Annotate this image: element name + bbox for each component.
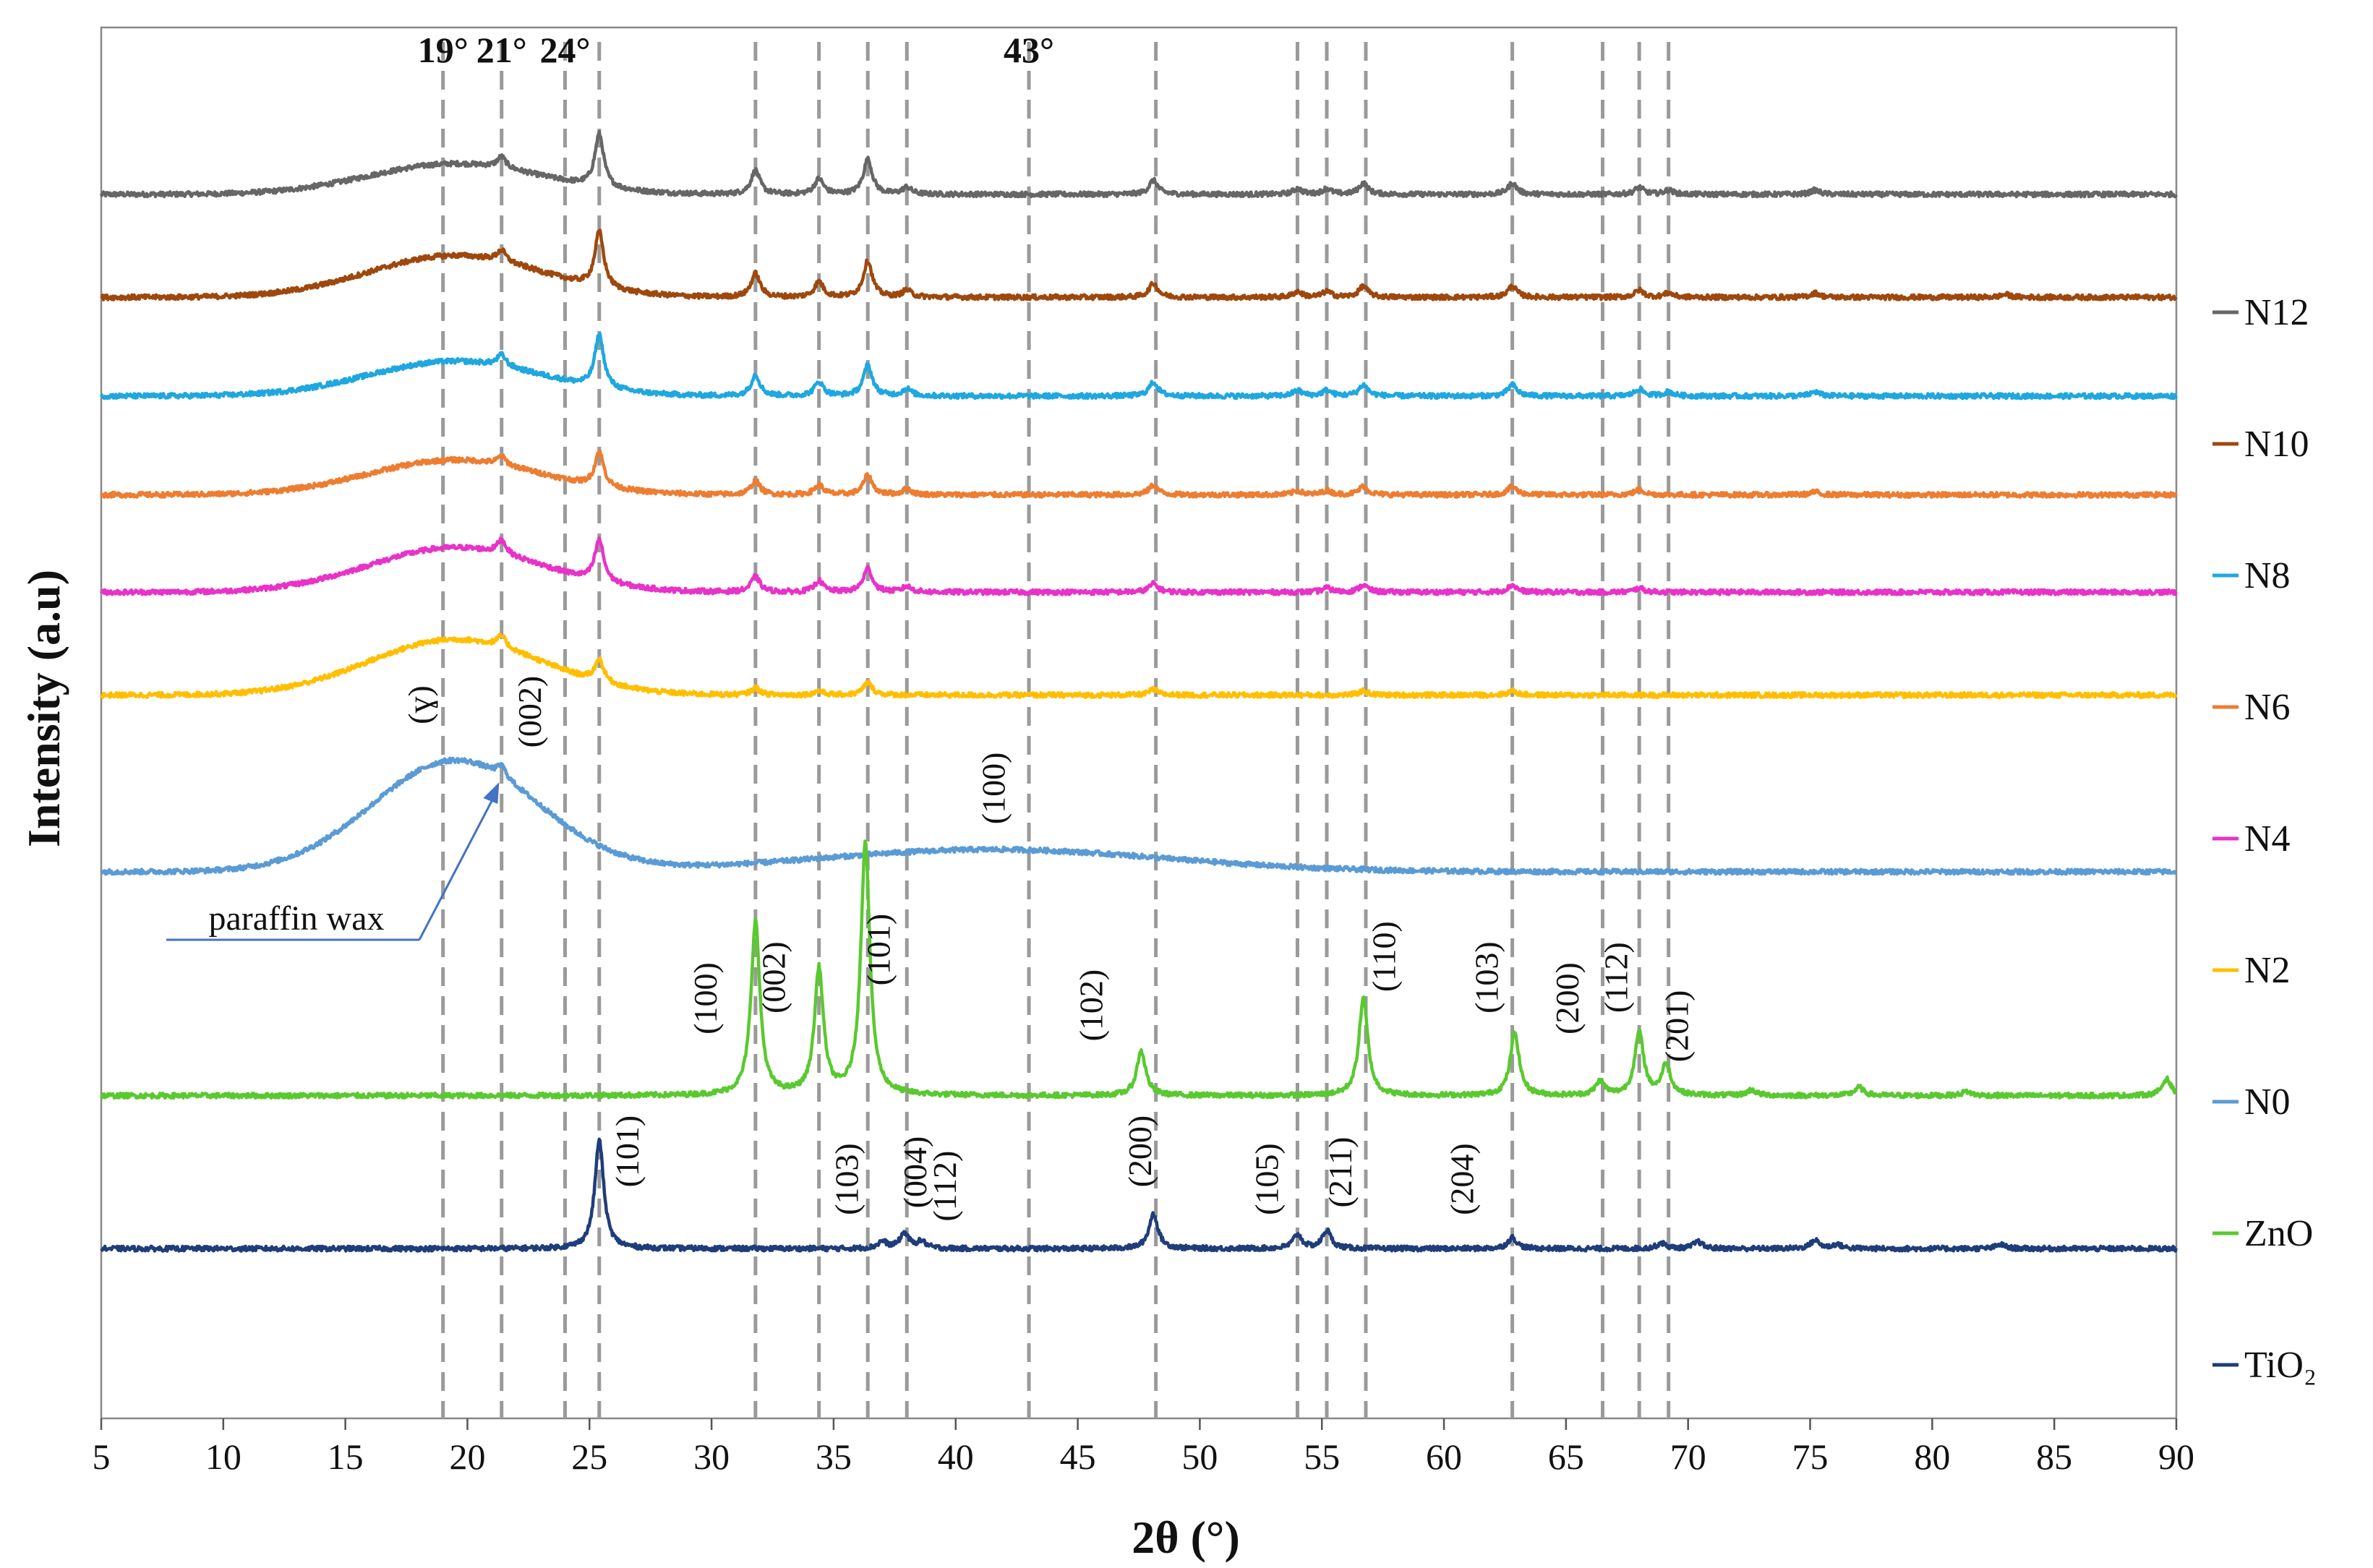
legend-label: N2 <box>2244 950 2291 991</box>
annotation-arrow <box>418 792 497 941</box>
hkl-label: (110) <box>1366 921 1403 992</box>
hkl-label: (004) <box>897 1136 933 1209</box>
annotation-text: paraffin wax <box>209 899 385 938</box>
x-tick-label: 40 <box>938 1436 974 1477</box>
x-tick-label: 75 <box>1792 1436 1829 1477</box>
hkl-label: (200) <box>1549 962 1586 1034</box>
y-axis-title: Intensity (a.u) <box>18 570 69 847</box>
legend-label: N6 <box>2244 687 2291 728</box>
series-line-n8 <box>100 332 2178 400</box>
hkl-label: (002) <box>755 941 792 1014</box>
reference-label: 21° <box>476 30 527 70</box>
x-tick-label: 50 <box>1181 1436 1218 1477</box>
legend-label: ZnO <box>2244 1213 2313 1254</box>
reference-lines: 19° 21° 24° 43° <box>418 30 1671 1418</box>
legend-label: TiO₂ <box>2244 1345 2317 1386</box>
hkl-label: (002) <box>511 676 548 748</box>
legend-label: N10 <box>2244 424 2309 465</box>
x-tick-label: 60 <box>1426 1436 1462 1477</box>
series-line-n6 <box>99 449 2178 500</box>
hkl-label: (103) <box>829 1143 865 1215</box>
series-line-n0 <box>100 756 2177 876</box>
traces <box>99 129 2178 1253</box>
x-tick-label: 85 <box>2036 1436 2072 1477</box>
legend-label: N12 <box>2244 292 2309 333</box>
x-tick-label: 65 <box>1548 1436 1584 1477</box>
paraffin-annotation: paraffin wax <box>166 781 500 941</box>
series-line-n2 <box>99 633 2178 700</box>
series-line-n4 <box>100 536 2178 596</box>
plot-frame <box>100 26 2178 1420</box>
series-line-n12 <box>99 129 2178 199</box>
reference-label: 19° <box>418 30 469 70</box>
hkl-labels: (ɣ) (002) (100) (100) (002) (101) (102) (110) (1… <box>401 676 1696 1222</box>
hkl-label: (100) <box>687 962 724 1034</box>
x-axis-title: 2θ (°) <box>1132 1512 1240 1563</box>
x-tick-label: 80 <box>1914 1436 1950 1477</box>
arrowhead-icon <box>483 781 500 804</box>
hkl-label: (112) <box>926 1151 963 1222</box>
hkl-label: (204) <box>1444 1143 1481 1215</box>
x-tick-label: 35 <box>816 1436 852 1477</box>
series-line-tio2 <box>100 1137 2178 1253</box>
legend-label: N0 <box>2244 1081 2291 1123</box>
hkl-label: (200) <box>1121 1115 1158 1188</box>
reference-label: 24° <box>540 30 591 70</box>
x-tick-label: 90 <box>2158 1436 2194 1477</box>
plot-area <box>100 26 2178 1420</box>
legend: N12 N10 N8 N6 N4 N2 N0 ZnO TiO₂ <box>2212 292 2317 1386</box>
hkl-label: (201) <box>1659 990 1696 1063</box>
hkl-label: (100) <box>975 753 1012 825</box>
x-tick-label: 55 <box>1304 1436 1340 1477</box>
x-tick-label: 25 <box>571 1436 607 1477</box>
x-tick-label: 70 <box>1670 1436 1706 1477</box>
hkl-label: (101) <box>860 914 897 986</box>
x-tick-label: 20 <box>449 1436 485 1477</box>
hkl-label: (101) <box>609 1115 646 1188</box>
hkl-label: (211) <box>1322 1137 1359 1208</box>
reference-label: 43° <box>1004 30 1054 70</box>
hkl-label: (102) <box>1072 969 1109 1042</box>
x-tick-label: 15 <box>328 1436 364 1477</box>
series-line-zno <box>100 839 2177 1100</box>
hkl-label: (ɣ) <box>401 685 438 724</box>
hkl-label: (103) <box>1468 941 1505 1014</box>
legend-label: N8 <box>2244 555 2291 596</box>
x-tick-label: 30 <box>693 1436 730 1477</box>
x-tick-label: 45 <box>1060 1436 1096 1477</box>
x-tick-label: 5 <box>93 1436 111 1477</box>
series-line-n10 <box>100 228 2178 301</box>
x-tick-label: 10 <box>205 1436 241 1477</box>
x-axis: 5 10 15 20 25 30 35 40 45 50 55 60 65 70 75 80 85 90 <box>93 1418 2194 1477</box>
hkl-label: (105) <box>1249 1143 1286 1215</box>
legend-label: N4 <box>2244 818 2291 860</box>
hkl-label: (112) <box>1597 942 1634 1013</box>
